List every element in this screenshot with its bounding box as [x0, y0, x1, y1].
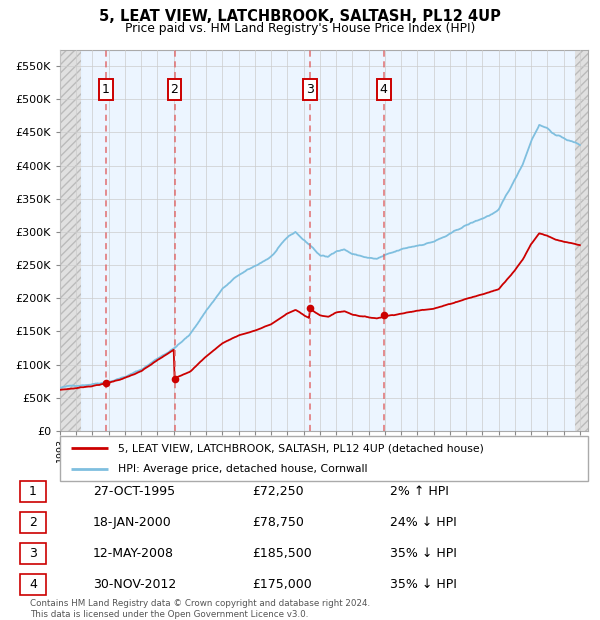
Bar — [377, 79, 391, 100]
Bar — [60, 50, 81, 431]
FancyBboxPatch shape — [60, 436, 588, 480]
Text: £185,500: £185,500 — [252, 547, 312, 559]
Text: 5, LEAT VIEW, LATCHBROOK, SALTASH, PL12 4UP (detached house): 5, LEAT VIEW, LATCHBROOK, SALTASH, PL12 … — [118, 443, 484, 453]
Text: 3: 3 — [29, 547, 37, 559]
Bar — [303, 79, 317, 100]
Text: 24% ↓ HPI: 24% ↓ HPI — [390, 516, 457, 528]
Text: 2: 2 — [170, 83, 178, 96]
Text: £175,000: £175,000 — [252, 578, 312, 590]
Bar — [99, 79, 113, 100]
Text: 30-NOV-2012: 30-NOV-2012 — [93, 578, 176, 590]
Text: 4: 4 — [380, 83, 388, 96]
Text: 12-MAY-2008: 12-MAY-2008 — [93, 547, 174, 559]
Text: £72,250: £72,250 — [252, 485, 304, 497]
Text: HPI: Average price, detached house, Cornwall: HPI: Average price, detached house, Corn… — [118, 464, 368, 474]
Text: 2% ↑ HPI: 2% ↑ HPI — [390, 485, 449, 497]
Text: 3: 3 — [306, 83, 314, 96]
Text: 1: 1 — [29, 485, 37, 497]
Text: 5, LEAT VIEW, LATCHBROOK, SALTASH, PL12 4UP: 5, LEAT VIEW, LATCHBROOK, SALTASH, PL12 … — [99, 9, 501, 24]
Text: 4: 4 — [29, 578, 37, 590]
Text: 1: 1 — [102, 83, 110, 96]
Text: 2: 2 — [29, 516, 37, 528]
Text: 27-OCT-1995: 27-OCT-1995 — [93, 485, 175, 497]
Bar — [575, 50, 588, 431]
Text: 18-JAN-2000: 18-JAN-2000 — [93, 516, 172, 528]
Text: Contains HM Land Registry data © Crown copyright and database right 2024.
This d: Contains HM Land Registry data © Crown c… — [30, 600, 370, 619]
Bar — [167, 79, 181, 100]
Text: 35% ↓ HPI: 35% ↓ HPI — [390, 547, 457, 559]
Text: 35% ↓ HPI: 35% ↓ HPI — [390, 578, 457, 590]
Bar — [81, 50, 575, 431]
Text: £78,750: £78,750 — [252, 516, 304, 528]
Text: Price paid vs. HM Land Registry's House Price Index (HPI): Price paid vs. HM Land Registry's House … — [125, 22, 475, 35]
